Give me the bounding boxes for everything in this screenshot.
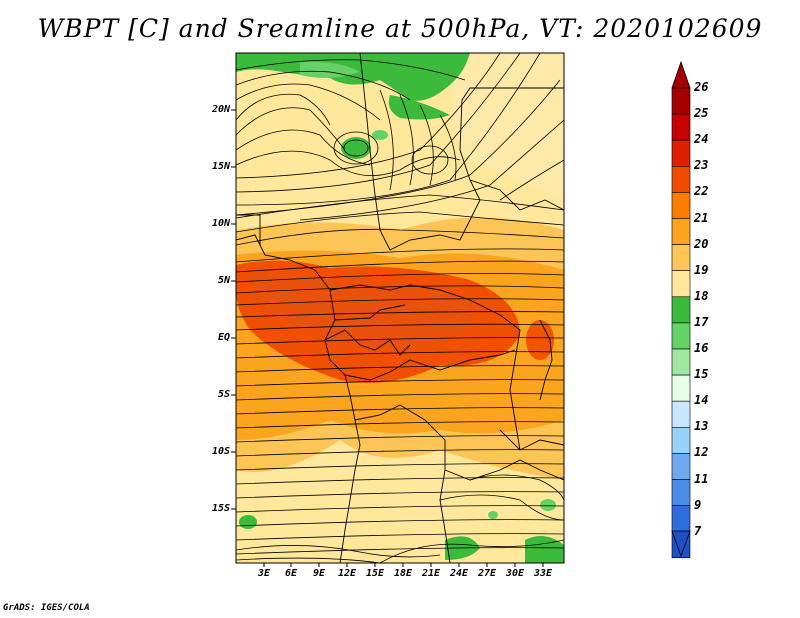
lon-ticks [263,563,544,567]
colorbar-segment [671,113,691,141]
colorbar-segment [671,322,691,350]
lon-label-3e: 3E [257,568,271,579]
lon-label-18e: 18E [393,568,413,579]
lat-ticks [231,109,236,510]
colorbar-label: 23 [694,158,709,173]
country-borders [236,53,564,563]
lon-label-30e: 30E [505,568,525,579]
colorbar-segment [671,218,691,245]
colorbar-label: 11 [694,471,709,486]
colorbar-bottom-arrow [671,530,691,558]
colorbar-segment [671,479,691,506]
lat-label-5s: 5S [217,389,230,400]
colorbar-segment [671,244,691,272]
colorbar-label: 21 [694,210,709,225]
wbpt-field [236,53,564,563]
colorbar-segment [671,348,691,376]
colorbar [671,60,691,559]
colorbar-label: 14 [694,393,709,408]
lat-label-10s: 10S [211,446,230,457]
colorbar-label: 12 [694,445,709,460]
lon-label-33e: 33E [533,568,553,579]
colorbar-segment [671,453,691,480]
lat-label-15n: 15N [211,161,230,172]
colorbar-label: 20 [694,236,709,251]
colorbar-segment [671,374,691,402]
grads-credit: GrADS: IGES/COLA [3,603,90,613]
lat-label-eq: EQ [217,332,230,343]
lat-label-15s: 15S [211,503,230,514]
colorbar-segment [671,192,691,219]
map-title: WBPT [C] and Sreamline at 500hPa, VT: 20… [37,14,763,43]
lon-label-12e: 12E [337,568,357,579]
colorbar-segment [671,400,691,428]
colorbar-label: 19 [694,262,709,277]
colorbar-top-arrow [671,60,691,89]
colorbar-label: 26 [694,80,709,94]
lon-label-9e: 9E [312,568,326,579]
colorbar-label: 22 [694,184,709,199]
streamlines [236,53,564,563]
lon-label-21e: 21E [421,568,441,579]
colorbar-segment [671,505,691,533]
colorbar-segment [671,296,691,324]
colorbar-label: 17 [694,314,709,329]
lon-label-6e: 6E [284,568,298,579]
colorbar-label: 7 [694,523,702,538]
colorbar-label: 13 [694,419,709,434]
colorbar-segment [671,270,691,298]
colorbar-segment [671,426,691,454]
colorbar-segment [671,139,691,167]
lon-label-24e: 24E [449,568,469,579]
lat-label-10n: 10N [211,218,230,229]
colorbar-label: 24 [694,132,709,147]
colorbar-segment [671,166,691,193]
map-frame [235,52,565,564]
colorbar-label: 25 [694,106,709,121]
colorbar-segment [671,87,691,115]
colorbar-label: 15 [694,367,709,382]
colorbar-label: 18 [694,288,709,303]
lat-label-5n: 5N [217,275,230,286]
colorbar-label: 9 [694,497,702,512]
lon-label-15e: 15E [365,568,385,579]
lat-label-20n: 20N [211,104,230,115]
colorbar-label: 16 [694,341,709,355]
lon-label-27e: 27E [477,568,497,579]
